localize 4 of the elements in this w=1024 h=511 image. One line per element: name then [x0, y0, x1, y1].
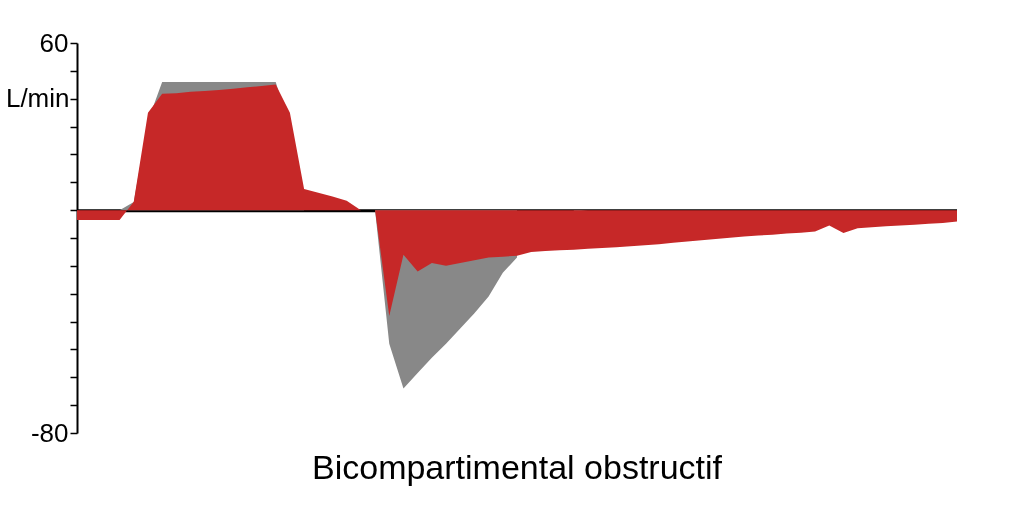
y-tick-label: -80: [30, 417, 69, 448]
text: Bicompartimental obstructif: [311, 448, 723, 486]
y-tick-label: 60: [39, 27, 69, 58]
y-axis-title: L/min: [5, 83, 70, 114]
